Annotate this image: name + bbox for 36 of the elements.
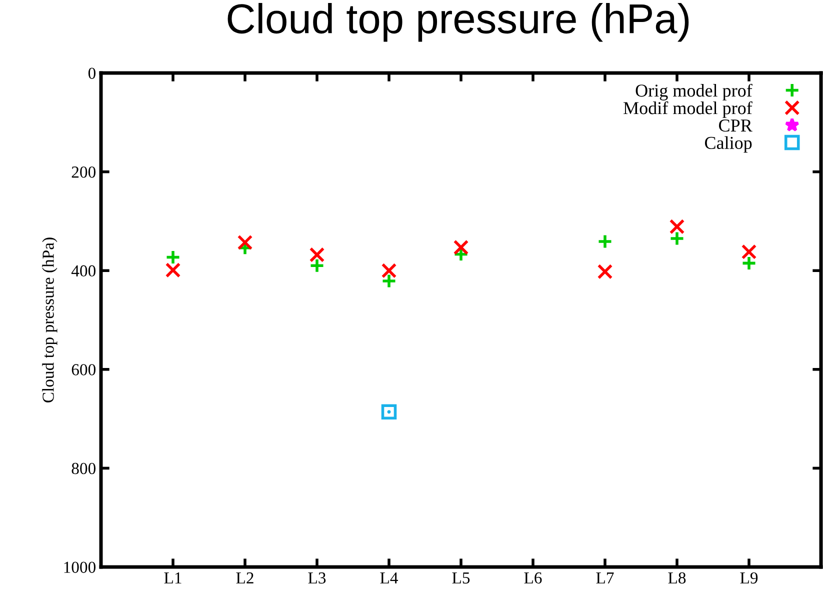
point [597,234,613,250]
x-tick-label: L7 [596,572,614,584]
point [741,244,757,260]
x-tick-label: L9 [740,572,758,584]
point [165,262,181,278]
x-tick-label: L6 [524,572,542,584]
x-tick-label: L3 [308,572,326,584]
x-tick-label: L4 [380,572,398,584]
y-axis-title: Cloud top pressure (hPa) [42,238,58,402]
legend-label: Modif model prof [624,101,752,118]
legend-label: Caliop [704,136,752,153]
point [165,250,181,265]
x-tick-label: L5 [452,572,470,584]
point [309,258,325,274]
point [669,230,685,246]
chart-title: Cloud top pressure (hPa) [228,2,689,42]
point [309,247,325,262]
legend-label: CPR [719,119,752,132]
point [381,273,397,289]
x-tick-label: L1 [164,572,182,584]
point [453,240,469,256]
point [381,262,397,278]
point [741,256,757,271]
point [597,264,613,280]
x-tick-label: L8 [668,572,686,584]
y-tick-label: 800 [72,462,96,474]
y-tick-label: 600 [72,364,96,376]
point [237,234,253,250]
point [381,404,397,420]
y-tick-label: 200 [72,166,96,178]
y-tick-label: 0 [88,68,96,79]
y-tick-label: 400 [71,265,96,277]
legend-label: Orig model prof [636,84,752,100]
point [669,218,685,234]
x-tick-label: L2 [236,572,254,584]
y-tick-label: 1000 [64,562,96,573]
